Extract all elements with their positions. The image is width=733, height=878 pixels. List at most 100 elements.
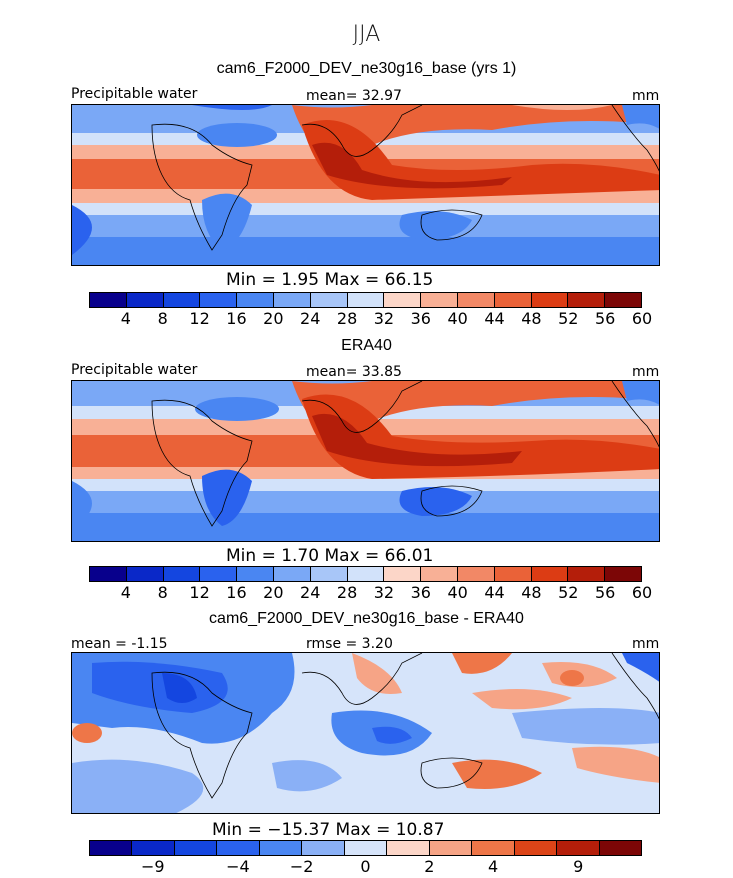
panel-2-colorbar-tick-label: 4 xyxy=(120,583,131,602)
panel-3-colorbar-swatch xyxy=(514,841,558,855)
panel-1-colorbar-tick-label: 56 xyxy=(594,309,616,328)
panel-2-colorbar-tick-label: 40 xyxy=(447,583,468,602)
panel-2-title: ERA40 xyxy=(341,337,392,354)
panel-2-colorbar-swatch xyxy=(494,567,532,581)
panel-3-colorbar-swatch xyxy=(259,841,303,855)
panel-2-colorbar-swatch xyxy=(273,567,311,581)
panel-2-colorbar-tick-label: 44 xyxy=(484,583,505,602)
panel-2-map xyxy=(71,380,660,542)
panel-2-colorbar-tick-label: 52 xyxy=(558,583,579,602)
panel-3-colorbar-tick-label: −9 xyxy=(141,857,165,876)
panel-1-colorbar-swatch xyxy=(605,293,641,307)
panel-1-colorbar-swatch xyxy=(531,293,569,307)
panel-2-colorbar-tick-label: 32 xyxy=(373,583,395,602)
panel-2-units-label: mm xyxy=(632,364,660,380)
panel-3-colorbar-swatch xyxy=(90,841,133,855)
panel-1-colorbar-swatch xyxy=(457,293,495,307)
panel-2-colorbar-tick-label: 24 xyxy=(300,583,321,602)
panel-1-colorbar-swatch xyxy=(273,293,311,307)
panel-1-colorbar-tick-label: 24 xyxy=(300,309,321,328)
panel-1-map xyxy=(71,104,660,266)
panel-3-colorbar-swatch xyxy=(599,841,642,855)
panel-3-colorbar-ticks: −9 −4 −2 0 2 4 9 xyxy=(89,857,642,877)
panel-2-colorbar-swatch xyxy=(421,567,458,581)
panel-1-colorbar-tick-label: 4 xyxy=(120,309,131,328)
panel-2-colorbar-tick-label: 20 xyxy=(263,583,284,602)
panel-1-colorbar-tick-label: 32 xyxy=(373,309,395,328)
panel-3-colorbar-swatch xyxy=(557,841,600,855)
panel-2-colorbar-swatch xyxy=(163,567,201,581)
season-title: JJA xyxy=(352,22,381,47)
panel-2-colorbar-swatch xyxy=(605,567,641,581)
panel-1-min-max: Min = 1.95 Max = 66.15 xyxy=(226,270,434,290)
panel-2-colorbar-swatch xyxy=(310,567,348,581)
panel-1-colorbar-tick-label: 20 xyxy=(263,309,284,328)
panel-1-colorbar-swatch xyxy=(126,293,164,307)
panel-3-colorbar-swatch xyxy=(472,841,515,855)
panel-1-colorbar xyxy=(89,292,642,308)
panel-3-colorbar-tick-label: 9 xyxy=(573,857,584,876)
panel-3-colorbar-tick-label: −2 xyxy=(289,857,314,876)
panel-1-colorbar-swatch xyxy=(200,293,238,307)
panel-2-colorbar-swatch xyxy=(457,567,495,581)
panel-3-units-label: mm xyxy=(632,636,660,652)
panel-3-map-svg xyxy=(72,653,659,813)
panel-2-colorbar-tick-label: 28 xyxy=(336,583,358,602)
panel-3-colorbar-swatch xyxy=(429,841,473,855)
panel-1-colorbar-ticks: 4 8 12 16 20 24 28 32 36 40 44 48 52 56 60 xyxy=(89,309,652,329)
panel-3-map xyxy=(71,652,660,814)
panel-1-colorbar-swatch xyxy=(494,293,532,307)
panel-2-colorbar-ticks: 4 8 12 16 20 24 28 32 36 40 44 48 52 56 60 xyxy=(89,583,652,603)
panel-2-colorbar-tick-label: 36 xyxy=(410,583,431,602)
panel-1-colorbar-swatch xyxy=(568,293,606,307)
panel-3-colorbar-tick-label: 2 xyxy=(424,857,435,876)
panel-1-colorbar-tick-label: 28 xyxy=(336,309,358,328)
panel-3-rmse-label: rmse = 3.20 xyxy=(306,636,393,652)
panel-2-colorbar-swatch xyxy=(200,567,238,581)
panel-1-variable-label: Precipitable water xyxy=(71,86,198,102)
panel-1-colorbar-tick-label: 36 xyxy=(410,309,431,328)
panel-2-colorbar-swatch xyxy=(531,567,569,581)
panel-2-colorbar-tick-label: 56 xyxy=(594,583,616,602)
panel-1-units-label: mm xyxy=(632,88,660,104)
panel-1-colorbar-tick-label: 44 xyxy=(484,309,505,328)
panel-1-mean-label: mean= 32.97 xyxy=(306,88,402,104)
panel-3-colorbar-swatch xyxy=(344,841,388,855)
panel-3-colorbar-swatch xyxy=(302,841,345,855)
panel-2-colorbar-tick-label: 12 xyxy=(189,583,210,602)
panel-1-colorbar-swatch xyxy=(347,293,385,307)
panel-1-colorbar-swatch xyxy=(163,293,201,307)
panel-2-colorbar-swatch xyxy=(237,567,274,581)
panel-2-colorbar-swatch xyxy=(384,567,422,581)
panel-1-colorbar-tick-label: 60 xyxy=(631,309,653,328)
panel-1-colorbar-swatch xyxy=(310,293,348,307)
panel-1-colorbar-tick-label: 40 xyxy=(447,309,468,328)
panel-3-colorbar-tick-label: 4 xyxy=(488,857,499,876)
panel-3-colorbar-swatch xyxy=(132,841,175,855)
panel-2-colorbar xyxy=(89,566,642,582)
panel-3-colorbar-swatch xyxy=(217,841,260,855)
panel-1-colorbar-tick-label: 48 xyxy=(521,309,542,328)
panel-3-colorbar-tick-label: −4 xyxy=(226,857,250,876)
panel-3-mean-label: mean = -1.15 xyxy=(71,636,168,652)
panel-3-min-max: Min = −15.37 Max = 10.87 xyxy=(212,820,445,840)
panel-2-colorbar-tick-label: 16 xyxy=(226,583,247,602)
panel-2-variable-label: Precipitable water xyxy=(71,362,198,378)
panel-1-colorbar-tick-label: 8 xyxy=(157,309,168,328)
panel-1-colorbar-tick-label: 12 xyxy=(189,309,210,328)
panel-1-colorbar-tick-label: 16 xyxy=(226,309,247,328)
panel-2-colorbar-swatch xyxy=(568,567,606,581)
panel-3-colorbar-swatch xyxy=(174,841,218,855)
panel-2-mean-label: mean= 33.85 xyxy=(306,364,402,380)
panel-3-colorbar xyxy=(89,840,642,856)
panel-1-title: cam6_F2000_DEV_ne30g16_base (yrs 1) xyxy=(216,60,517,77)
panel-1-colorbar-swatch xyxy=(237,293,274,307)
panel-2-min-max: Min = 1.70 Max = 66.01 xyxy=(226,546,434,566)
panel-1-map-svg xyxy=(72,105,659,265)
panel-2-colorbar-tick-label: 48 xyxy=(521,583,542,602)
panel-3-title: cam6_F2000_DEV_ne30g16_base - ERA40 xyxy=(209,610,524,627)
panel-3-colorbar-tick-label: 0 xyxy=(360,857,371,876)
panel-2-colorbar-tick-label: 8 xyxy=(157,583,168,602)
panel-2-colorbar-swatch xyxy=(90,567,127,581)
panel-2-map-svg xyxy=(72,381,659,541)
